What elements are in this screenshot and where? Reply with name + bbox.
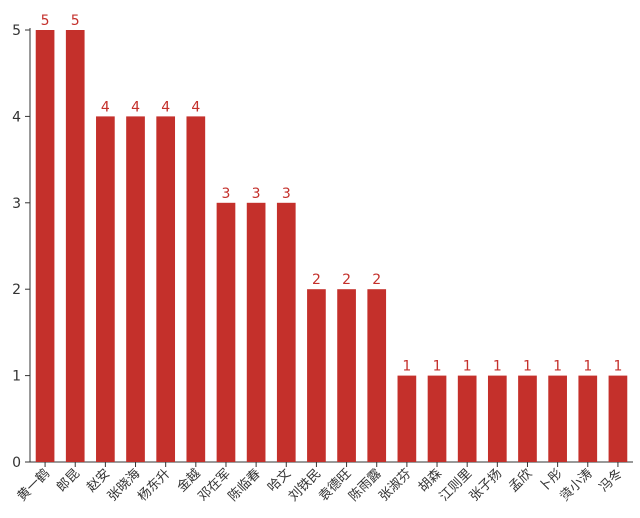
bar: [608, 375, 628, 462]
bar: [96, 116, 115, 463]
data-label: 2: [342, 272, 351, 288]
data-label: 1: [402, 359, 411, 375]
data-label: 4: [161, 99, 170, 115]
bar: [216, 202, 236, 463]
x-tick-label: 陈雨露: [346, 466, 385, 505]
bar: [427, 375, 447, 462]
data-label: 4: [131, 99, 140, 115]
bar: [457, 375, 477, 462]
bar: [246, 202, 266, 463]
data-label: 3: [222, 186, 231, 202]
y-tick-label: 2: [12, 282, 21, 298]
data-label: 5: [41, 13, 50, 29]
x-tick-label: 黄一鹤: [14, 466, 53, 505]
y-tick-label: 3: [12, 196, 21, 212]
x-tick-label: 张晓海: [105, 466, 143, 504]
bar: [578, 375, 598, 462]
x-tick-label: 张子扬: [467, 466, 505, 504]
data-label: 4: [101, 99, 110, 115]
x-tick-label: 郎昆: [54, 466, 83, 495]
x-tick-label: 杨东升: [135, 466, 173, 504]
bar: [397, 375, 417, 462]
data-label: 1: [493, 359, 502, 375]
bar: [548, 375, 567, 462]
y-tick-label: 1: [12, 369, 21, 385]
bar: [518, 375, 537, 462]
data-label: 1: [463, 359, 472, 375]
data-label: 1: [553, 359, 562, 375]
data-labels: 5 5 4 4 4 4 3 3 3 2 2 2 1 1 1 1 1 1 1 1: [41, 13, 623, 375]
x-tick-label: 江则里: [437, 466, 475, 504]
data-label: 3: [282, 186, 291, 202]
data-label: 1: [523, 359, 532, 375]
watermark: 知乎 @南燕夕: [541, 491, 630, 507]
x-tick-label: 陈临春: [225, 466, 264, 505]
x-tick-label: 袁德旺: [316, 466, 354, 504]
bar: [35, 30, 55, 462]
x-tick-label: 孟欣: [506, 466, 535, 495]
bar: [487, 375, 507, 462]
data-label: 2: [372, 272, 381, 288]
data-label: 2: [312, 272, 321, 288]
x-tick-label: 邓在军: [196, 466, 234, 504]
data-label: 1: [433, 359, 442, 375]
bar: [307, 289, 326, 462]
x-tick-label: 张淑芬: [377, 466, 415, 504]
bar: [65, 30, 85, 462]
y-tick-label: 0: [12, 455, 21, 471]
data-label: 1: [613, 359, 622, 375]
data-label: 5: [71, 13, 80, 29]
y-tick-label: 4: [12, 109, 21, 125]
data-label: 1: [583, 359, 592, 375]
y-axis: 0 1 2 3 4 5: [12, 23, 31, 471]
x-tick-label: 刘铁民: [286, 466, 324, 504]
bar: [367, 289, 387, 462]
data-label: 3: [252, 186, 261, 202]
data-label: 4: [191, 99, 200, 115]
y-tick-label: 5: [12, 23, 21, 39]
bar: [337, 289, 356, 462]
bar: [186, 116, 206, 463]
bar: [156, 116, 176, 463]
bar: [276, 202, 296, 463]
bar: [126, 116, 145, 463]
bars: [35, 30, 628, 463]
